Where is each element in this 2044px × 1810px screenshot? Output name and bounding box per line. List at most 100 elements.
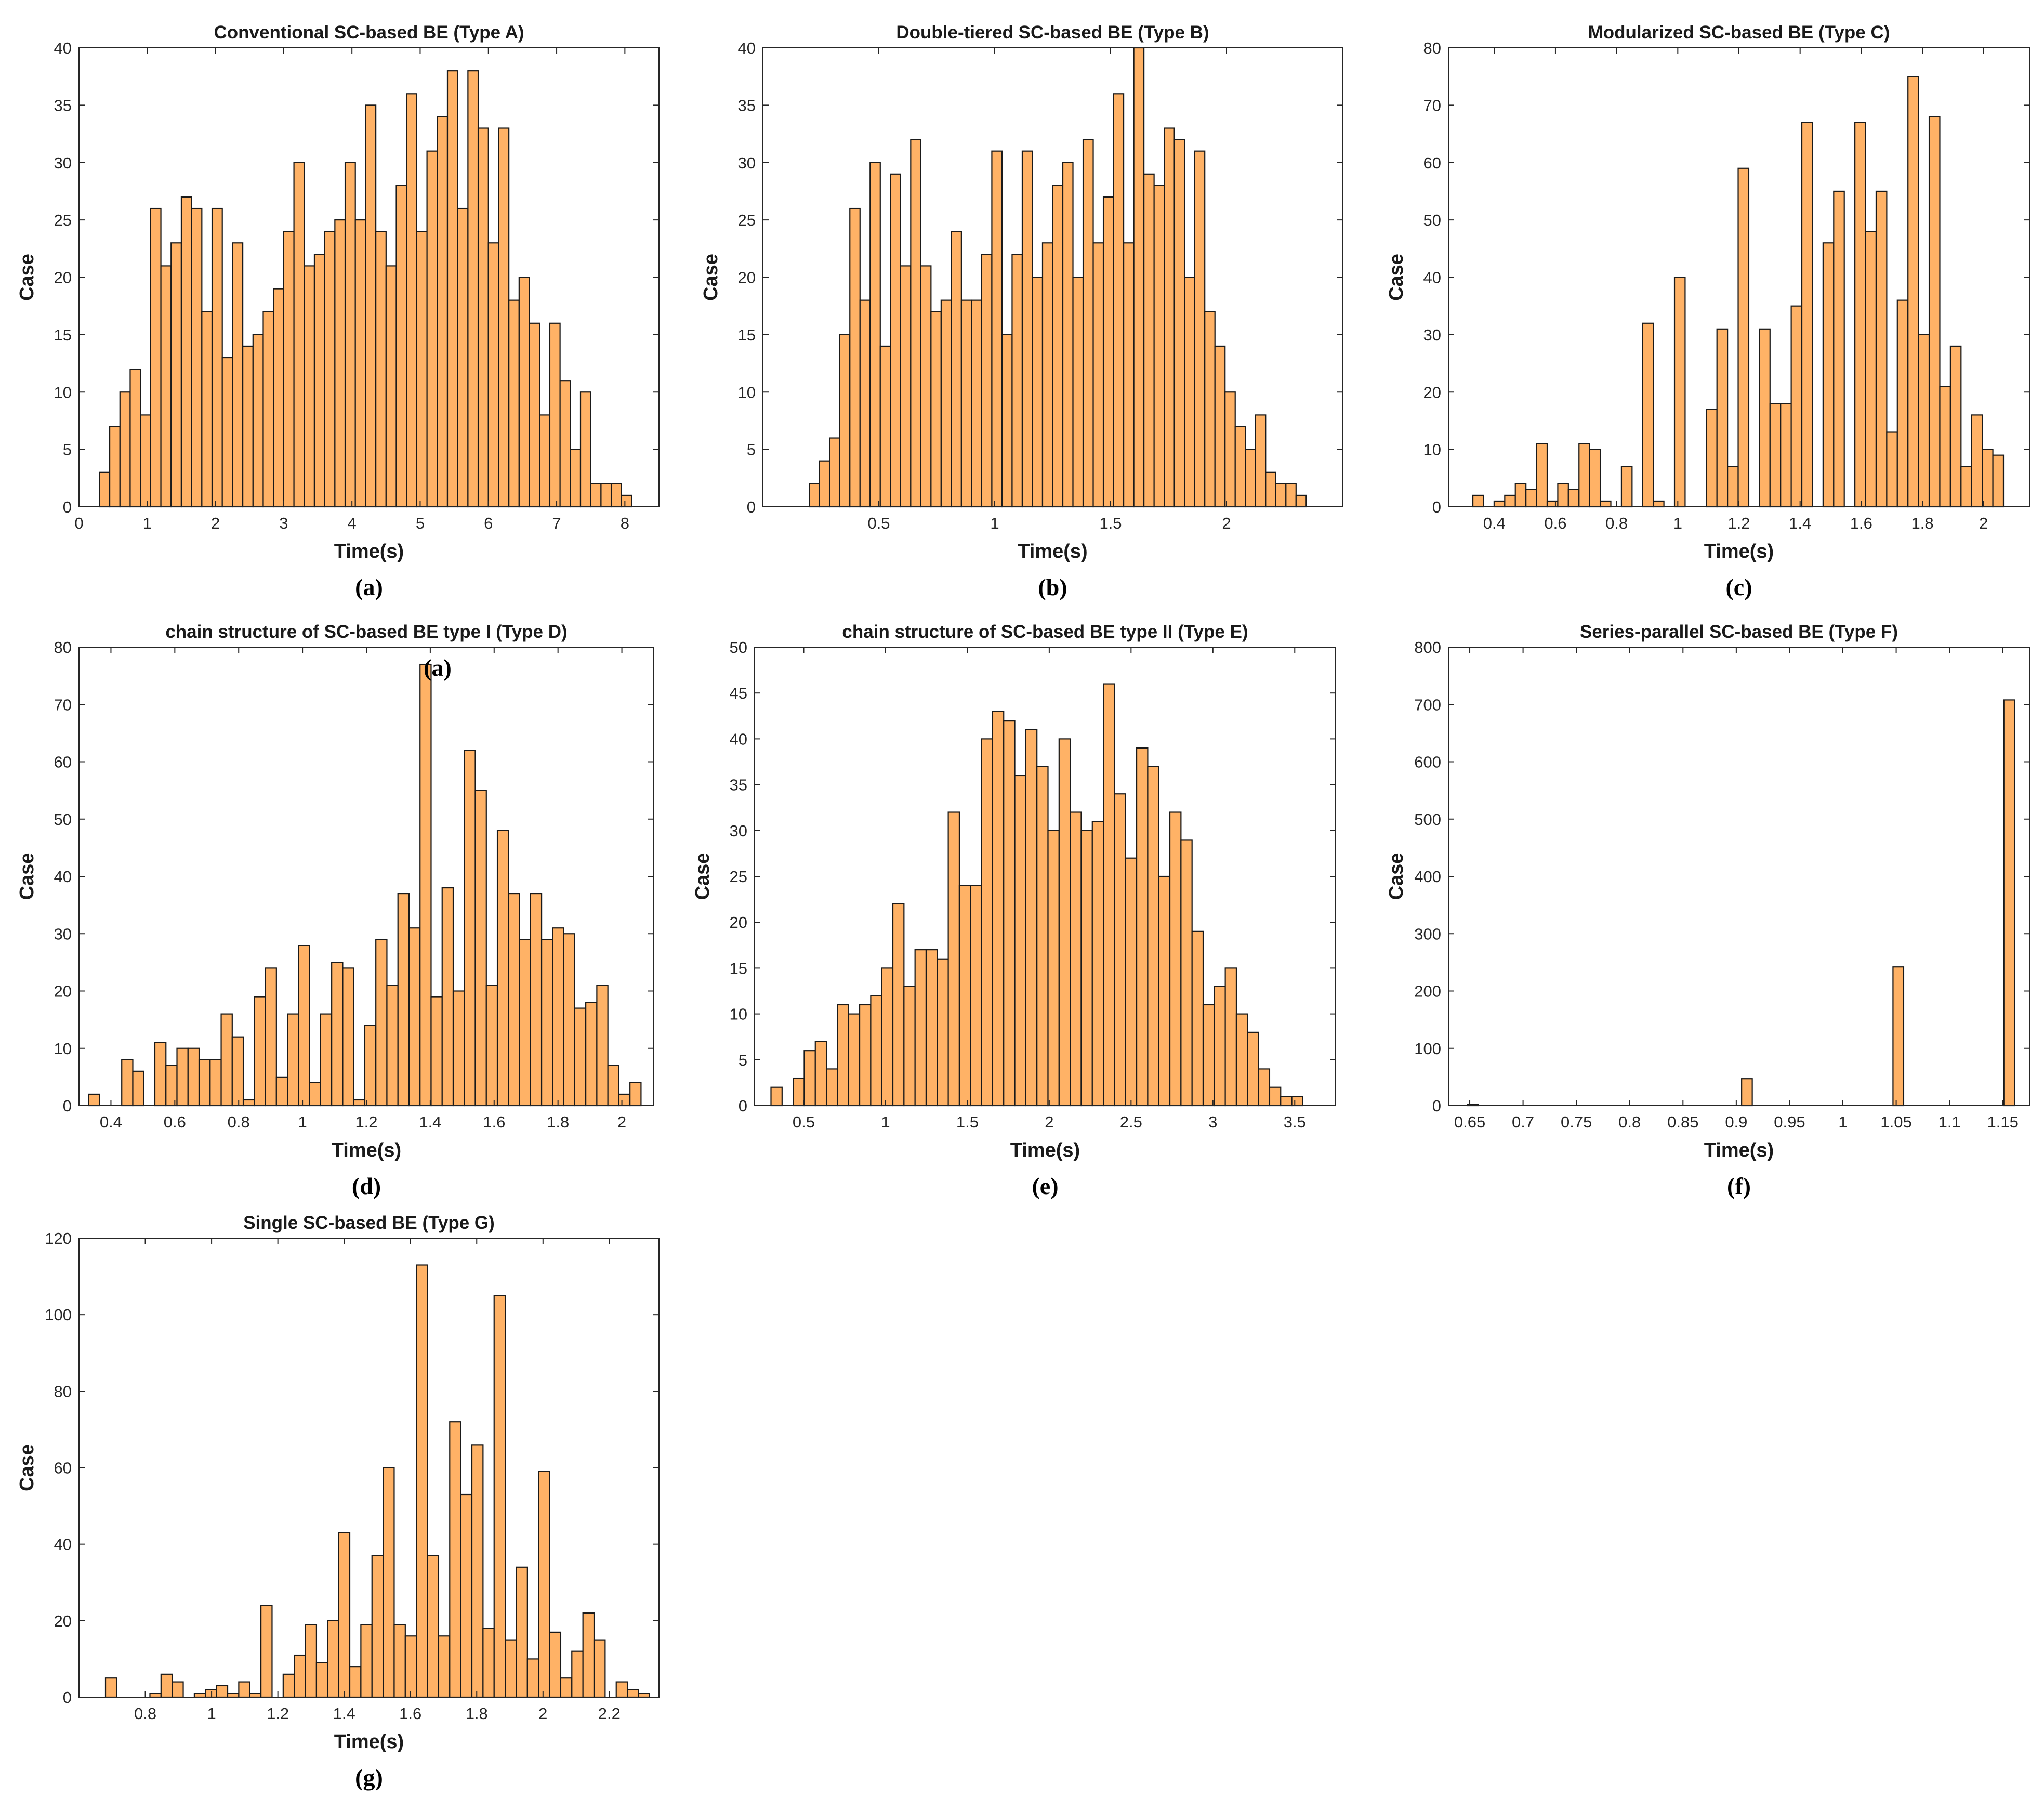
- y-tick-label: 40: [730, 730, 747, 748]
- histogram-bar: [315, 1662, 328, 1698]
- histogram-bar: [104, 1677, 117, 1698]
- histogram-bar: [298, 945, 310, 1107]
- histogram-bar: [1822, 242, 1835, 508]
- histogram-bar: [176, 1047, 189, 1107]
- histogram-bar: [1180, 839, 1193, 1107]
- histogram-bar: [1642, 322, 1654, 508]
- histogram-bar: [563, 933, 575, 1107]
- y-tick-label: 25: [54, 211, 72, 229]
- histogram-bar: [109, 426, 121, 508]
- y-tick-label: 10: [1423, 441, 1441, 459]
- x-tick-label: 1.4: [419, 1113, 441, 1131]
- bars: [99, 70, 632, 508]
- y-tick-label: 40: [54, 1536, 72, 1554]
- histogram-bar: [981, 254, 993, 508]
- histogram-bar: [165, 1065, 178, 1107]
- histogram-bar: [1072, 277, 1084, 508]
- x-tick-label: 1.6: [1850, 514, 1872, 532]
- histogram-bar: [837, 1004, 849, 1107]
- histogram-bar: [191, 207, 203, 508]
- histogram-bar: [508, 893, 520, 1107]
- histogram-bar: [1653, 500, 1665, 508]
- histogram-bar: [1907, 76, 1919, 508]
- panel-label: (d): [352, 1173, 381, 1199]
- histogram-bar: [529, 322, 540, 508]
- histogram-bar: [1058, 738, 1071, 1107]
- histogram-bar: [526, 1658, 539, 1698]
- histogram-bar: [540, 939, 553, 1107]
- x-tick-label: 1.1: [1938, 1113, 1961, 1131]
- x-tick-label: 0.8: [134, 1704, 156, 1723]
- histogram-bar: [1269, 1086, 1282, 1107]
- histogram-bar: [265, 967, 277, 1107]
- histogram-bar: [1224, 391, 1236, 508]
- x-tick-label: 2.5: [1120, 1113, 1142, 1131]
- histogram-bar: [1011, 254, 1023, 508]
- histogram-bar: [937, 958, 949, 1107]
- y-axis-label: Case: [16, 853, 38, 900]
- histogram-bar: [951, 231, 962, 508]
- histogram-bar: [1214, 345, 1226, 508]
- histogram-bar: [1280, 1096, 1293, 1107]
- chart-title: Conventional SC-based BE (Type A): [214, 22, 524, 43]
- histogram-bar: [892, 903, 905, 1107]
- histogram-bar: [1143, 173, 1155, 508]
- histogram-bar: [404, 1635, 417, 1698]
- histogram-bar: [1202, 1004, 1215, 1107]
- histogram-bar: [498, 127, 510, 508]
- x-axis-label: Time(s): [334, 541, 404, 562]
- histogram-bar: [160, 265, 172, 508]
- panel-label: (c): [1725, 574, 1752, 600]
- histogram-bar: [1245, 449, 1256, 508]
- axes-frame: [1448, 647, 2030, 1106]
- y-tick-label: 100: [45, 1306, 72, 1324]
- histogram-bar: [273, 288, 284, 508]
- y-tick-label: 5: [747, 441, 756, 459]
- y-tick-label: 80: [1423, 39, 1441, 57]
- histogram-bar: [334, 219, 346, 508]
- histogram-bar: [1258, 1068, 1271, 1107]
- histogram-bar: [193, 1693, 206, 1698]
- x-tick-label: 5: [416, 514, 425, 532]
- histogram-bar: [1123, 242, 1135, 508]
- y-tick-label: 15: [738, 326, 756, 344]
- histogram-bar: [1801, 122, 1813, 508]
- histogram-bar: [464, 750, 476, 1107]
- histogram-bar: [1194, 150, 1206, 508]
- y-tick-label: 300: [1414, 925, 1441, 943]
- x-tick-label: 1.8: [547, 1113, 569, 1131]
- histogram-bar: [180, 196, 192, 508]
- x-tick-label: 0.65: [1454, 1113, 1485, 1131]
- histogram-bar: [360, 1624, 373, 1698]
- chart-title: chain structure of SC-based BE type I (T…: [165, 622, 567, 642]
- histogram-bar: [582, 1612, 595, 1698]
- histogram-bar: [859, 299, 871, 508]
- y-tick-label: 20: [54, 982, 72, 1001]
- histogram-bar: [1234, 426, 1246, 508]
- y-tick-label: 50: [1423, 211, 1441, 229]
- x-tick-label: 2: [1222, 514, 1231, 532]
- histogram-bar: [1525, 489, 1537, 508]
- histogram-bar: [1949, 345, 1962, 508]
- x-tick-label: 1: [207, 1704, 216, 1723]
- y-tick-label: 25: [738, 211, 756, 229]
- histogram-type-c: 0.4 0.6 0.8 1 1.2 1.4 1.6 1.8 201020304050607080…: [1386, 22, 2030, 600]
- histogram-bar: [477, 127, 489, 508]
- histogram-bar: [1992, 454, 2005, 508]
- histogram-bar: [385, 265, 397, 508]
- y-tick-label: 60: [1423, 154, 1441, 172]
- histogram-bar: [1062, 162, 1074, 508]
- y-tick-label: 5: [739, 1051, 747, 1069]
- histogram-bar: [353, 1099, 366, 1107]
- histogram-bar: [1014, 775, 1026, 1107]
- y-tick-label: 35: [738, 96, 756, 114]
- histogram-bar: [1865, 231, 1877, 508]
- histogram-bar: [354, 219, 366, 508]
- x-tick-label: 0.8: [1605, 514, 1628, 532]
- y-tick-label: 0: [63, 1688, 72, 1707]
- bars: [770, 683, 1303, 1107]
- x-tick-label: 1: [990, 514, 999, 532]
- histogram-bar: [869, 162, 881, 508]
